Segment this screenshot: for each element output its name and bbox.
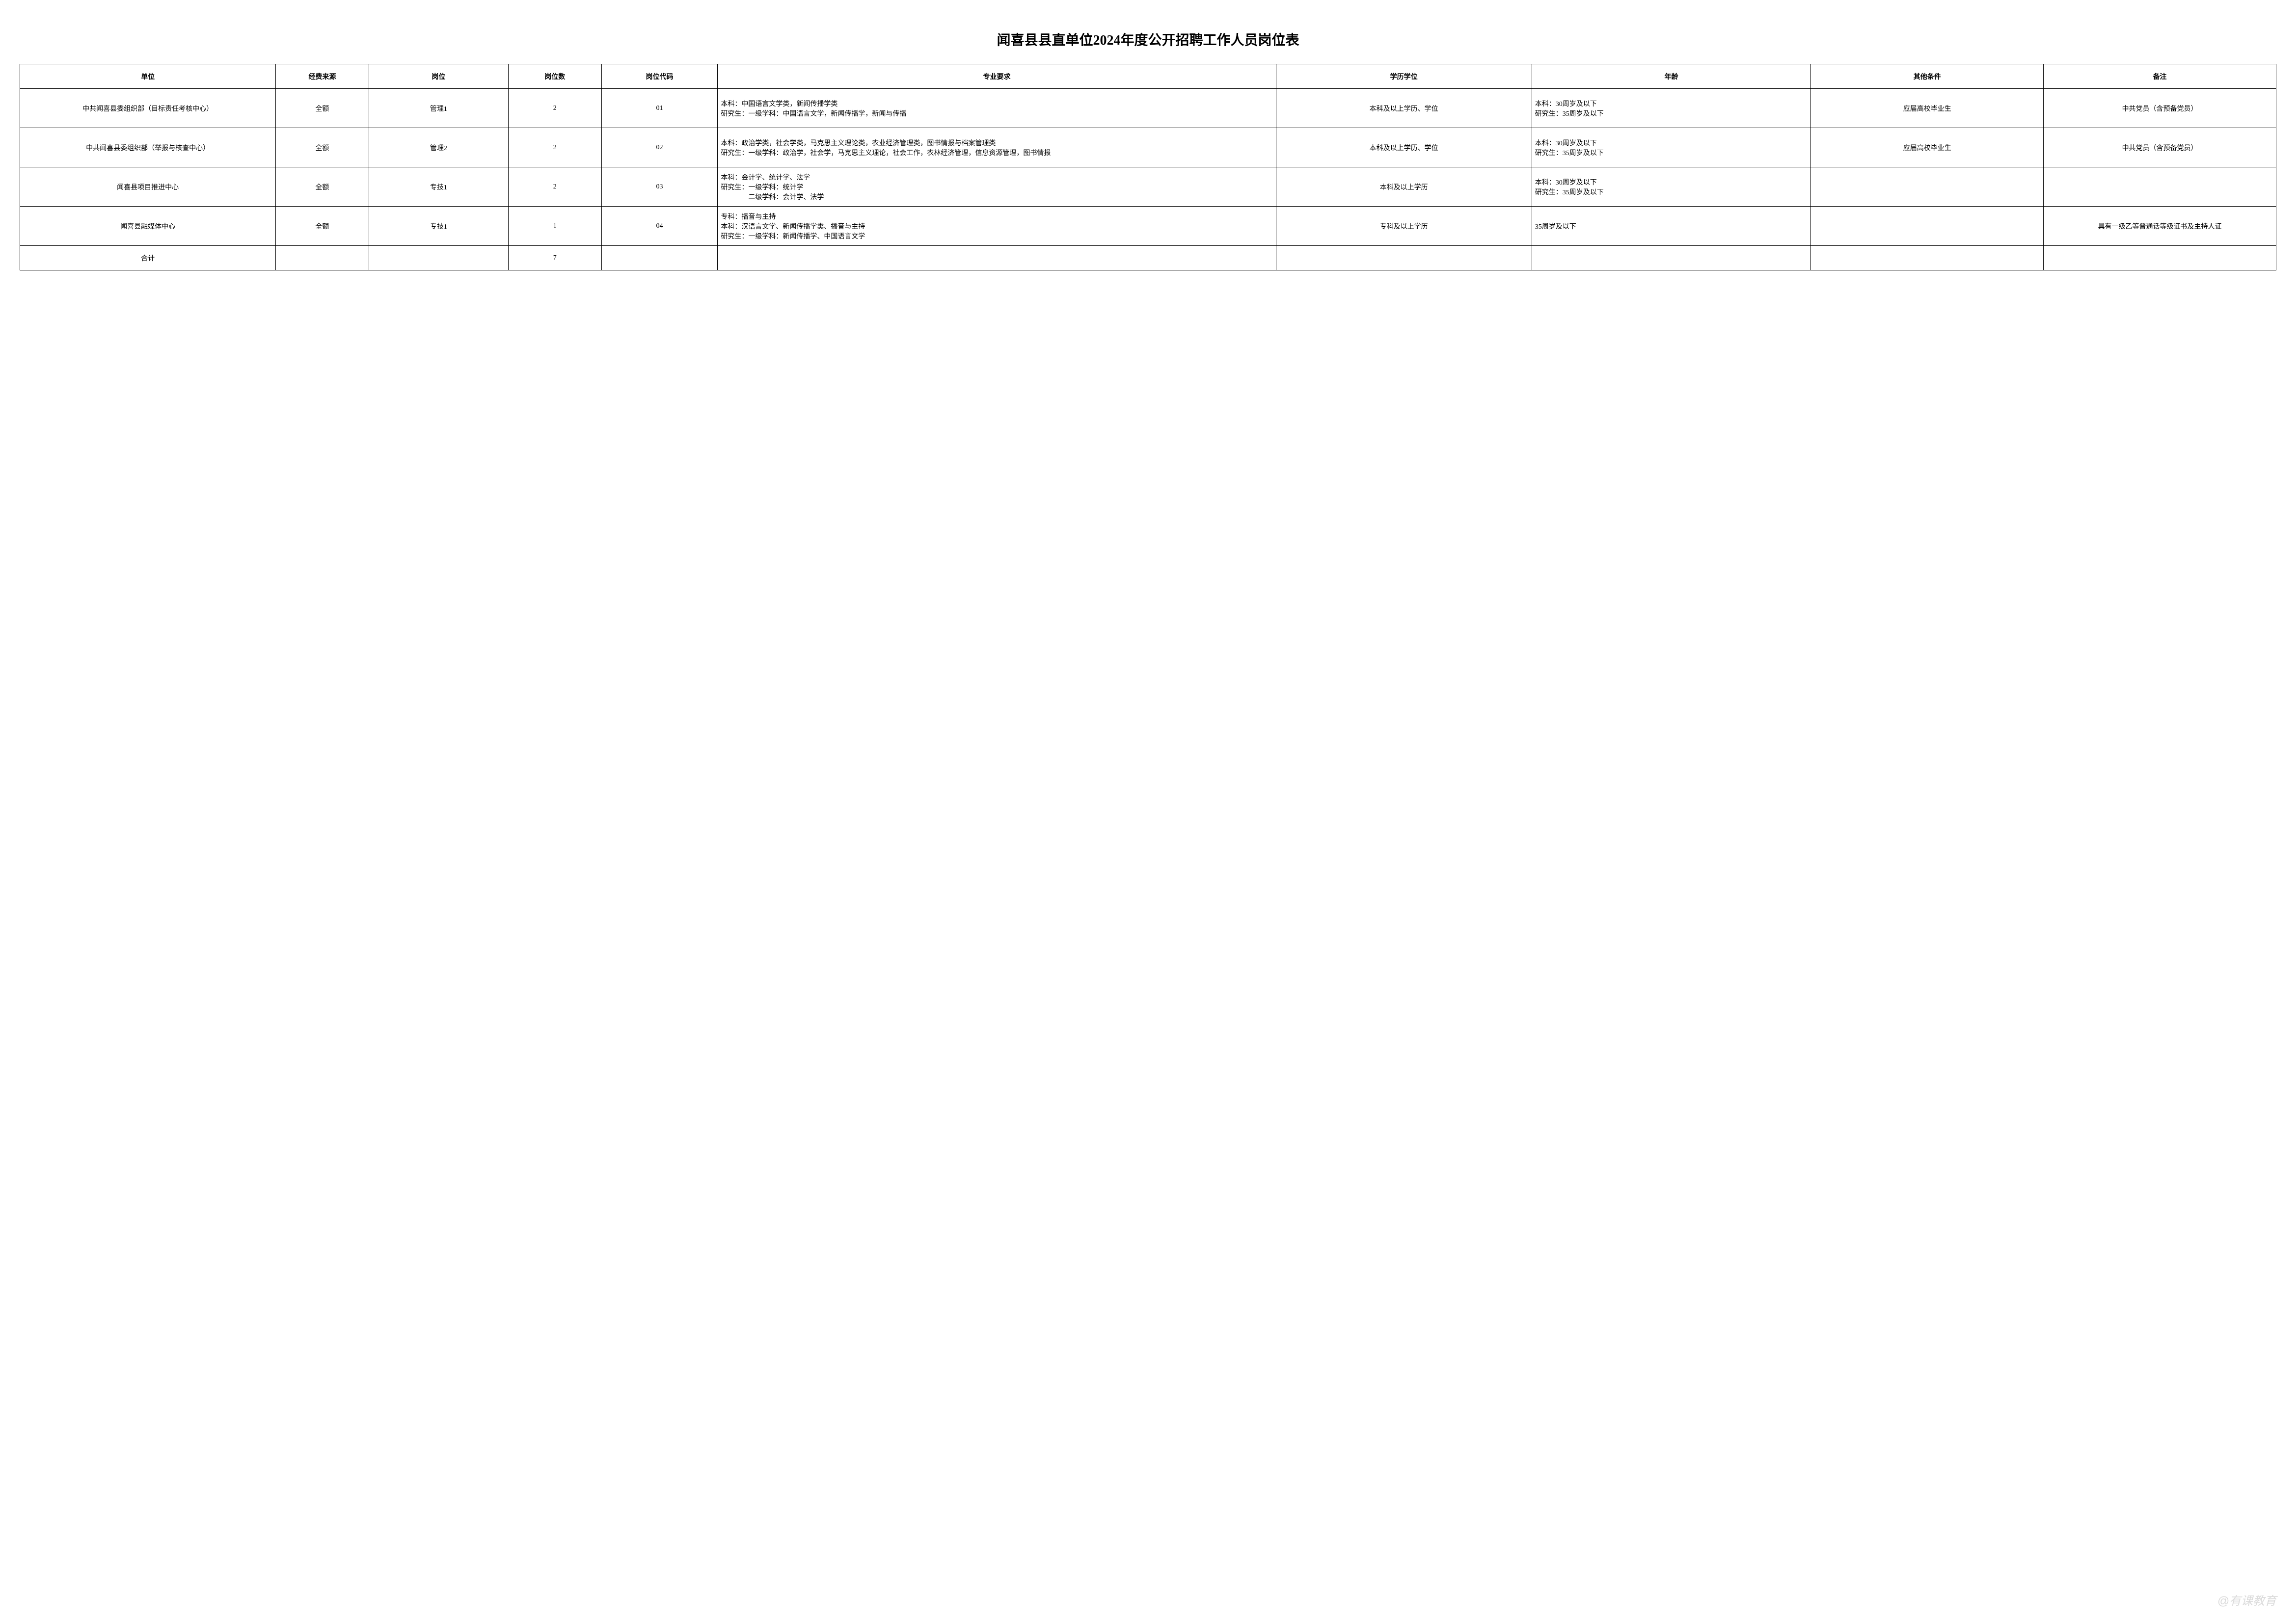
- table-row: 中共闻喜县委组织部（举报与核查中心）全额管理2202本科：政治学类，社会学类，马…: [20, 128, 2276, 167]
- table-row: 闻喜县融媒体中心全额专技1104专科：播音与主持本科：汉语言文学、新闻传播学类、…: [20, 207, 2276, 246]
- cell-other: [1811, 207, 2044, 246]
- cell-funding: 全额: [276, 207, 369, 246]
- cell-funding: 全额: [276, 89, 369, 128]
- watermark: @有课教育: [2217, 1591, 2276, 1608]
- total-cell: [1276, 246, 1532, 270]
- total-cell: [2044, 246, 2276, 270]
- cell-education: 本科及以上学历、学位: [1276, 89, 1532, 128]
- cell-other: 应届高校毕业生: [1811, 89, 2044, 128]
- total-cell: [276, 246, 369, 270]
- cell-code: 02: [601, 128, 718, 167]
- cell-age: 本科：30周岁及以下研究生：35周岁及以下: [1532, 167, 1811, 207]
- cell-age: 本科：30周岁及以下研究生：35周岁及以下: [1532, 89, 1811, 128]
- cell-code: 01: [601, 89, 718, 128]
- cell-major: 本科：政治学类，社会学类，马克思主义理论类，农业经济管理类，图书情报与档案管理类…: [718, 128, 1276, 167]
- cell-count: 1: [508, 207, 601, 246]
- cell-position: 管理2: [369, 128, 508, 167]
- page-title: 闻喜县县直单位2024年度公开招聘工作人员岗位表: [20, 29, 2276, 49]
- cell-unit: 中共闻喜县委组织部（举报与核查中心）: [20, 128, 276, 167]
- cell-funding: 全额: [276, 167, 369, 207]
- cell-age: 35周岁及以下: [1532, 207, 1811, 246]
- cell-remark: 具有一级乙等普通话等级证书及主持人证: [2044, 207, 2276, 246]
- cell-unit: 中共闻喜县委组织部（目标责任考核中心）: [20, 89, 276, 128]
- cell-count: 2: [508, 89, 601, 128]
- cell-major: 本科：会计学、统计学、法学研究生：一级学科：统计学 二级学科：会计学、法学: [718, 167, 1276, 207]
- total-cell: [1532, 246, 1811, 270]
- total-cell: 合计: [20, 246, 276, 270]
- cell-major: 本科：中国语言文学类，新闻传播学类研究生：一级学科：中国语言文学，新闻传播学，新…: [718, 89, 1276, 128]
- cell-unit: 闻喜县项目推进中心: [20, 167, 276, 207]
- table-row: 中共闻喜县委组织部（目标责任考核中心）全额管理1201本科：中国语言文学类，新闻…: [20, 89, 2276, 128]
- cell-education: 专科及以上学历: [1276, 207, 1532, 246]
- header-funding: 经费来源: [276, 64, 369, 89]
- cell-remark: 中共党员（含预备党员）: [2044, 89, 2276, 128]
- header-count: 岗位数: [508, 64, 601, 89]
- header-major: 专业要求: [718, 64, 1276, 89]
- table-header-row: 单位 经费来源 岗位 岗位数 岗位代码 专业要求 学历学位 年龄 其他条件 备注: [20, 64, 2276, 89]
- header-education: 学历学位: [1276, 64, 1532, 89]
- header-other: 其他条件: [1811, 64, 2044, 89]
- header-code: 岗位代码: [601, 64, 718, 89]
- total-cell: [1811, 246, 2044, 270]
- total-cell: [369, 246, 508, 270]
- header-unit: 单位: [20, 64, 276, 89]
- cell-age: 本科：30周岁及以下研究生：35周岁及以下: [1532, 128, 1811, 167]
- cell-position: 专技1: [369, 207, 508, 246]
- cell-count: 2: [508, 167, 601, 207]
- cell-education: 本科及以上学历: [1276, 167, 1532, 207]
- cell-code: 04: [601, 207, 718, 246]
- table-total-row: 合计 7: [20, 246, 2276, 270]
- cell-education: 本科及以上学历、学位: [1276, 128, 1532, 167]
- total-cell: [718, 246, 1276, 270]
- cell-other: [1811, 167, 2044, 207]
- total-cell: 7: [508, 246, 601, 270]
- cell-remark: 中共党员（含预备党员）: [2044, 128, 2276, 167]
- cell-remark: [2044, 167, 2276, 207]
- header-position: 岗位: [369, 64, 508, 89]
- recruitment-table: 单位 经费来源 岗位 岗位数 岗位代码 专业要求 学历学位 年龄 其他条件 备注…: [20, 64, 2276, 270]
- cell-other: 应届高校毕业生: [1811, 128, 2044, 167]
- header-age: 年龄: [1532, 64, 1811, 89]
- cell-major: 专科：播音与主持本科：汉语言文学、新闻传播学类、播音与主持研究生：一级学科：新闻…: [718, 207, 1276, 246]
- cell-position: 管理1: [369, 89, 508, 128]
- table-row: 闻喜县项目推进中心全额专技1203本科：会计学、统计学、法学研究生：一级学科：统…: [20, 167, 2276, 207]
- cell-code: 03: [601, 167, 718, 207]
- cell-position: 专技1: [369, 167, 508, 207]
- total-cell: [601, 246, 718, 270]
- cell-count: 2: [508, 128, 601, 167]
- cell-unit: 闻喜县融媒体中心: [20, 207, 276, 246]
- header-remark: 备注: [2044, 64, 2276, 89]
- cell-funding: 全额: [276, 128, 369, 167]
